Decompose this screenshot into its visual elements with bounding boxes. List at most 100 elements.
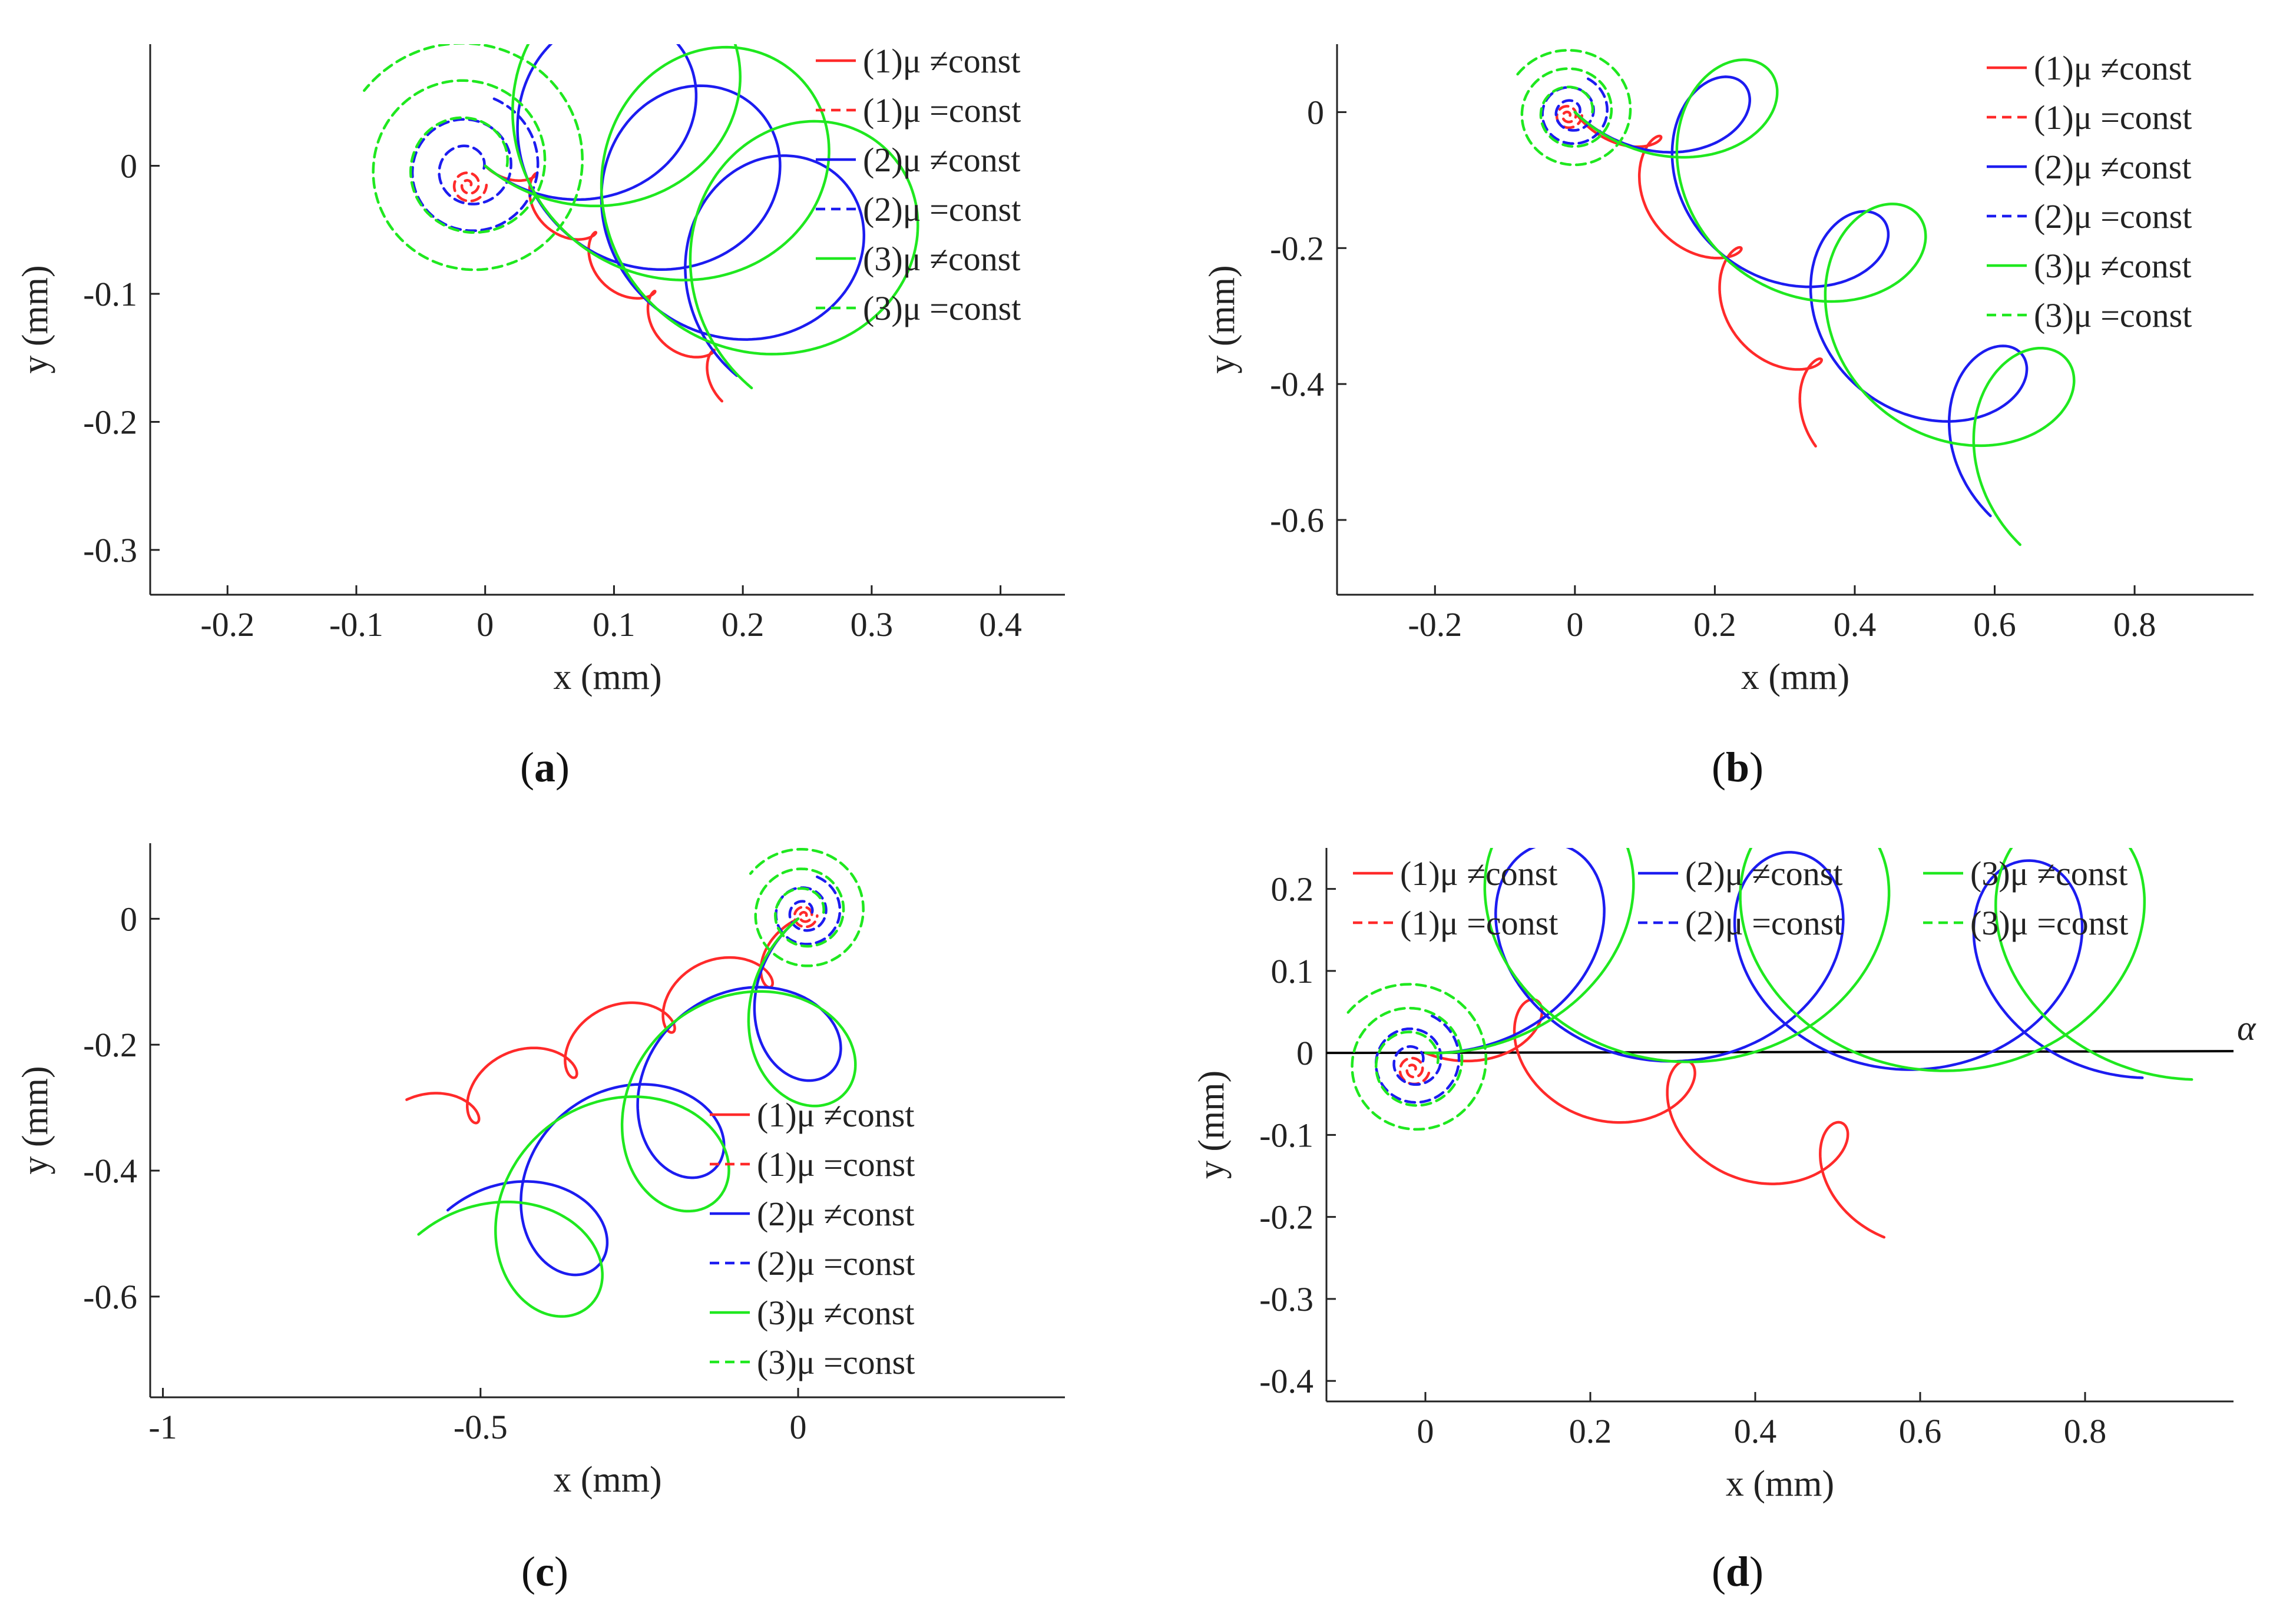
alpha-reference-line: [1326, 1050, 2234, 1055]
x-tick-label: -0.5: [454, 1408, 508, 1446]
x-tick-label: 0.4: [979, 605, 1022, 644]
series-line-4: [411, 96, 540, 233]
x-tick-label: -0.1: [329, 605, 383, 644]
series-line-2: [1555, 105, 1583, 130]
legend-label: (3)μ =const: [863, 289, 1021, 327]
x-tick-label: 0.8: [2113, 605, 2156, 644]
y-tick-label: 0: [1296, 1034, 1313, 1072]
y-tick-label: -0.6: [1270, 501, 1324, 539]
y-axis-label: y (mm): [1192, 1070, 1232, 1179]
legend-label: (3)μ ≠const: [1970, 854, 2128, 893]
series-line-3: [446, 917, 842, 1277]
x-tick-label: 0.3: [851, 605, 894, 644]
y-tick-label: -0.3: [1259, 1280, 1313, 1318]
series-line-1: [484, 164, 724, 403]
panel-c: -1 -0.5 0 0 -0.2 -0.4 -0.6 x (mm) y (mm) (1)μ ≠co…: [15, 843, 1065, 1500]
legend-label: (2)μ ≠const: [2034, 148, 2192, 186]
legend-label: (2)μ =const: [757, 1244, 915, 1282]
y-tick-label: -0.2: [1259, 1198, 1313, 1237]
legend-label: (1)μ ≠const: [757, 1096, 915, 1134]
caption-d: (d): [1711, 1548, 1764, 1595]
series-line-3: [1424, 848, 2144, 1079]
x-tick-label: 0.4: [1734, 1412, 1777, 1450]
legend-label: (3)μ =const: [2034, 296, 2192, 334]
y-tick-label: -0.4: [1259, 1362, 1313, 1400]
series-line-4: [1374, 1013, 1461, 1104]
series-line-5: [484, 44, 919, 390]
x-axis-label: x (mm): [553, 1460, 661, 1500]
legend: (1)μ ≠const (1)μ =const (2)μ ≠const (2)μ =c…: [816, 42, 1021, 327]
panel-a: -0.2 -0.1 0 0.1 0.2 0.3 0.4 0 -0.1 -0.2 -0.3 x (mm)…: [15, 42, 1065, 697]
alpha-label: α: [2237, 1009, 2256, 1048]
x-axis-label: x (mm): [1741, 657, 1849, 697]
panel-d: 0 0.2 0.4 0.6 0.8 0.2 0.1 0 -0.1 -0.2 -0.3 -0.4 x (m…: [1192, 848, 2256, 1504]
x-tick-label: -0.2: [200, 605, 254, 644]
x-tick-label: 0: [1417, 1412, 1434, 1450]
y-tick-label: 0.1: [1271, 952, 1314, 990]
y-axis-label: y (mm): [15, 1066, 55, 1174]
series-line-6: [1516, 49, 1632, 167]
series-line-3: [1573, 75, 2029, 518]
legend: (1)μ ≠const (1)μ =const (2)μ ≠const (2)μ =c…: [1353, 854, 2128, 942]
series-line-4: [1541, 75, 1609, 145]
x-tick-label: 0.6: [1899, 1412, 1942, 1450]
legend-label: (3)μ ≠const: [757, 1294, 915, 1332]
series-line-6: [363, 44, 584, 271]
y-axis-label: y (mm): [15, 265, 55, 373]
series-line-5: [417, 917, 857, 1318]
series-line-1: [1573, 111, 1823, 448]
x-tick-label: 0: [790, 1408, 807, 1446]
y-tick-label: -0.1: [83, 275, 137, 313]
legend-label: (1)μ =const: [2034, 98, 2192, 137]
legend: (1)μ ≠const (1)μ =const (2)μ ≠const (2)μ =c…: [1987, 49, 2192, 334]
legend-label: (3)μ =const: [757, 1343, 915, 1381]
y-axis-label: y (mm): [1202, 265, 1242, 373]
x-tick-label: 0.4: [1834, 605, 1877, 644]
series-group: [1516, 49, 2076, 546]
legend-label: (2)μ ≠const: [1685, 854, 1843, 893]
y-tick-label: -0.4: [1270, 365, 1324, 403]
series-line-6: [1345, 983, 1488, 1131]
legend-label: (1)μ ≠const: [2034, 49, 2192, 87]
legend-label: (3)μ ≠const: [863, 240, 1021, 278]
series-group: [363, 44, 919, 403]
y-tick-label: 0: [120, 147, 137, 185]
legend-label: (2)μ =const: [2034, 197, 2192, 236]
series-line-2: [452, 171, 488, 203]
legend: (1)μ ≠const (1)μ =const (2)μ ≠const (2)μ =c…: [710, 1096, 915, 1381]
x-tick-label: -1: [148, 1408, 177, 1446]
series-line-4: [775, 875, 842, 946]
y-tick-label: -0.4: [83, 1152, 137, 1190]
legend-label: (1)μ ≠const: [863, 42, 1021, 80]
x-tick-label: 0.2: [722, 605, 765, 644]
legend-label: (1)μ =const: [1400, 904, 1558, 942]
x-tick-label: -0.2: [1408, 605, 1462, 644]
caption-c: (c): [521, 1548, 568, 1595]
series-group: [405, 847, 865, 1318]
x-tick-label: 0: [477, 605, 494, 644]
x-tick-label: 0.6: [1973, 605, 2016, 644]
series-line-1: [1424, 998, 1886, 1239]
legend-label: (1)μ ≠const: [1400, 854, 1558, 893]
y-tick-label: -0.2: [1270, 229, 1324, 267]
x-tick-label: 0.1: [593, 605, 636, 644]
y-tick-label: -0.6: [83, 1278, 137, 1316]
x-tick-label: 0.8: [2064, 1412, 2107, 1450]
legend-label: (2)μ ≠const: [757, 1195, 915, 1233]
legend-label: (2)μ ≠const: [863, 141, 1021, 179]
series-line-2: [793, 906, 819, 929]
series-line-3: [484, 44, 866, 377]
y-tick-label: -0.1: [1259, 1116, 1313, 1154]
legend-label: (3)μ ≠const: [2034, 247, 2192, 285]
caption-a: (a): [520, 744, 570, 791]
x-tick-label: 0.2: [1569, 1412, 1612, 1450]
legend-label: (2)μ =const: [863, 190, 1021, 228]
x-axis-label: x (mm): [553, 657, 661, 697]
y-tick-label: -0.3: [83, 531, 137, 569]
series-line-6: [749, 847, 865, 967]
caption-b: (b): [1711, 744, 1764, 791]
legend-label: (2)μ =const: [1685, 904, 1843, 942]
series-line-2: [1398, 1056, 1431, 1086]
y-tick-label: -0.2: [83, 403, 137, 441]
